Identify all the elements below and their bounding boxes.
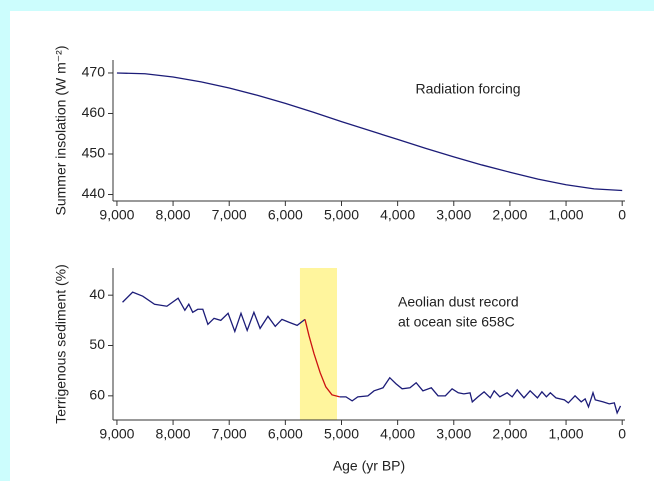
x-tick-label: 3,000: [436, 207, 471, 223]
x-tick-label: 5,000: [324, 426, 359, 442]
annotation: at ocean site 658C: [398, 314, 515, 330]
x-axis-label: Age (yr BP): [333, 458, 405, 474]
y-tick-label: 40: [89, 286, 105, 302]
x-tick-label: 1,000: [549, 426, 584, 442]
x-tick-label: 2,000: [492, 207, 527, 223]
x-tick-label: 0: [618, 426, 626, 442]
data-line: [122, 291, 622, 415]
annotation: Aeolian dust record: [398, 294, 519, 310]
y-axis-label: Terrigenous sediment (%): [53, 264, 69, 424]
x-tick-label: 1,000: [549, 207, 584, 223]
highlight-band: [299, 268, 337, 420]
x-tick-label: 6,000: [268, 207, 303, 223]
x-tick-label: 0: [618, 207, 626, 223]
data-line: [304, 319, 340, 398]
x-tick-label: 2,000: [492, 426, 527, 442]
x-tick-label: 3,000: [436, 426, 471, 442]
y-tick-label: 450: [82, 145, 106, 161]
y-tick-label: 470: [82, 64, 106, 80]
x-tick-label: 7,000: [212, 426, 247, 442]
y-axis-label: Summer insolation (W m⁻²): [53, 46, 69, 216]
y-tick-label: 60: [89, 387, 105, 403]
x-tick-label: 4,000: [380, 426, 415, 442]
x-tick-label: 9,000: [99, 207, 134, 223]
data-line: [116, 72, 623, 192]
x-tick-label: 9,000: [99, 426, 134, 442]
annotation: Radiation forcing: [415, 81, 520, 97]
y-tick-label: 460: [82, 104, 106, 120]
x-tick-label: 6,000: [268, 426, 303, 442]
x-tick-label: 5,000: [324, 207, 359, 223]
x-tick-label: 4,000: [380, 207, 415, 223]
x-tick-label: 7,000: [212, 207, 247, 223]
y-tick-label: 440: [82, 185, 106, 201]
y-tick-label: 50: [89, 336, 105, 352]
x-tick-label: 8,000: [156, 426, 191, 442]
x-tick-label: 8,000: [156, 207, 191, 223]
